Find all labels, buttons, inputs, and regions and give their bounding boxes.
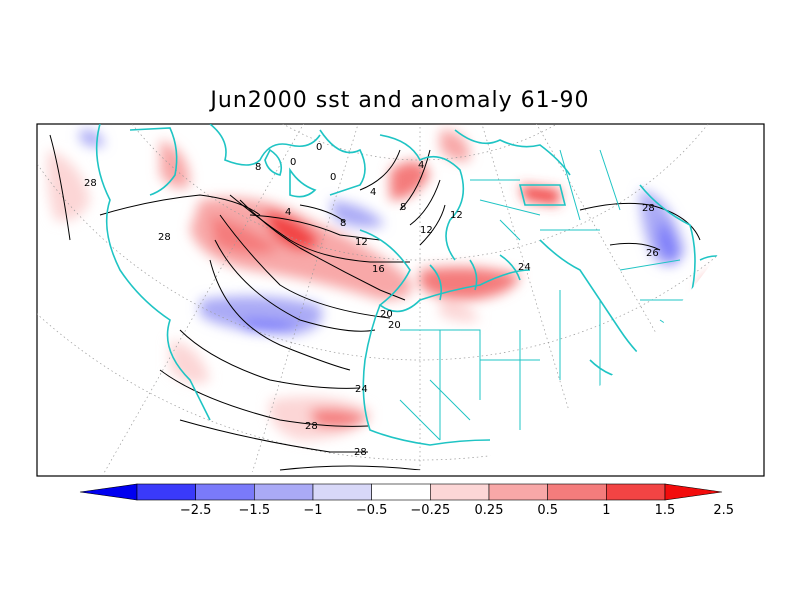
contour-label: 28: [84, 178, 97, 189]
colorbar-tick-label: 2.5: [713, 503, 734, 518]
contour-label: 8: [400, 202, 406, 213]
colorbar-box: [195, 483, 255, 501]
contour-labels: 28 28 0 0 8 4 0 4 8 4 8 12 12 16 20 20 2…: [84, 142, 659, 458]
colorbar-tick-label: −1: [303, 503, 322, 518]
colorbar-tick-label: −0.25: [410, 503, 450, 518]
contour-label: 24: [355, 384, 368, 395]
colorbar-box: [547, 483, 607, 501]
contour-label: 12: [355, 237, 368, 248]
contour-label: 24: [518, 262, 531, 273]
contour-label: 26: [646, 248, 659, 259]
sst-contours: [49, 134, 701, 471]
contour-label: 28: [642, 203, 655, 214]
contour-label: 4: [285, 207, 291, 218]
colorbar-arrow-high: [664, 483, 723, 501]
colorbar-tick-label: −0.5: [356, 503, 388, 518]
colorbar: −2.5 −1.5 −1 −0.5 −0.25 0.25 0.5 1 1.5 2.5: [79, 483, 734, 518]
contour-label: 20: [380, 309, 393, 320]
colorbar-tick-label: 0.25: [475, 503, 504, 518]
map-area: 28 28 0 0 8 4 0 4 8 4 8 12 12 16 20 20 2…: [37, 124, 764, 476]
contour-label: 0: [330, 172, 336, 183]
colorbar-tick-label: −1.5: [239, 503, 271, 518]
country-borders: [399, 149, 700, 441]
colorbar-box: [312, 483, 372, 501]
colorbar-tick-label: 1: [602, 503, 610, 518]
colorbar-box: [136, 483, 196, 501]
contour-label: 28: [354, 447, 367, 458]
colorbar-box: [606, 483, 666, 501]
contour-label: 28: [305, 421, 318, 432]
colorbar-tick-label: 0.5: [537, 503, 558, 518]
colorbar-arrow-low: [79, 483, 138, 501]
contour-label: 0: [290, 157, 296, 168]
colorbar-box: [430, 483, 490, 501]
contour-label: 4: [418, 160, 424, 171]
contour-label: 0: [316, 142, 322, 153]
contour-label: 4: [370, 187, 376, 198]
colorbar-tick-label: 1.5: [655, 503, 676, 518]
contour-label: 20: [388, 320, 401, 331]
contour-label: 8: [340, 218, 346, 229]
contour-label: 16: [372, 264, 385, 275]
colorbar-box: [371, 483, 431, 501]
colorbar-tick-label: −2.5: [180, 503, 212, 518]
page-title: Jun2000 sst and anomaly 61-90: [210, 88, 590, 113]
colorbar-box: [488, 483, 548, 501]
colorbar-box: [254, 483, 314, 501]
contour-label: 12: [450, 210, 463, 221]
contour-label: 8: [255, 162, 261, 173]
contour-label: 28: [158, 232, 171, 243]
contour-label: 12: [420, 225, 433, 236]
